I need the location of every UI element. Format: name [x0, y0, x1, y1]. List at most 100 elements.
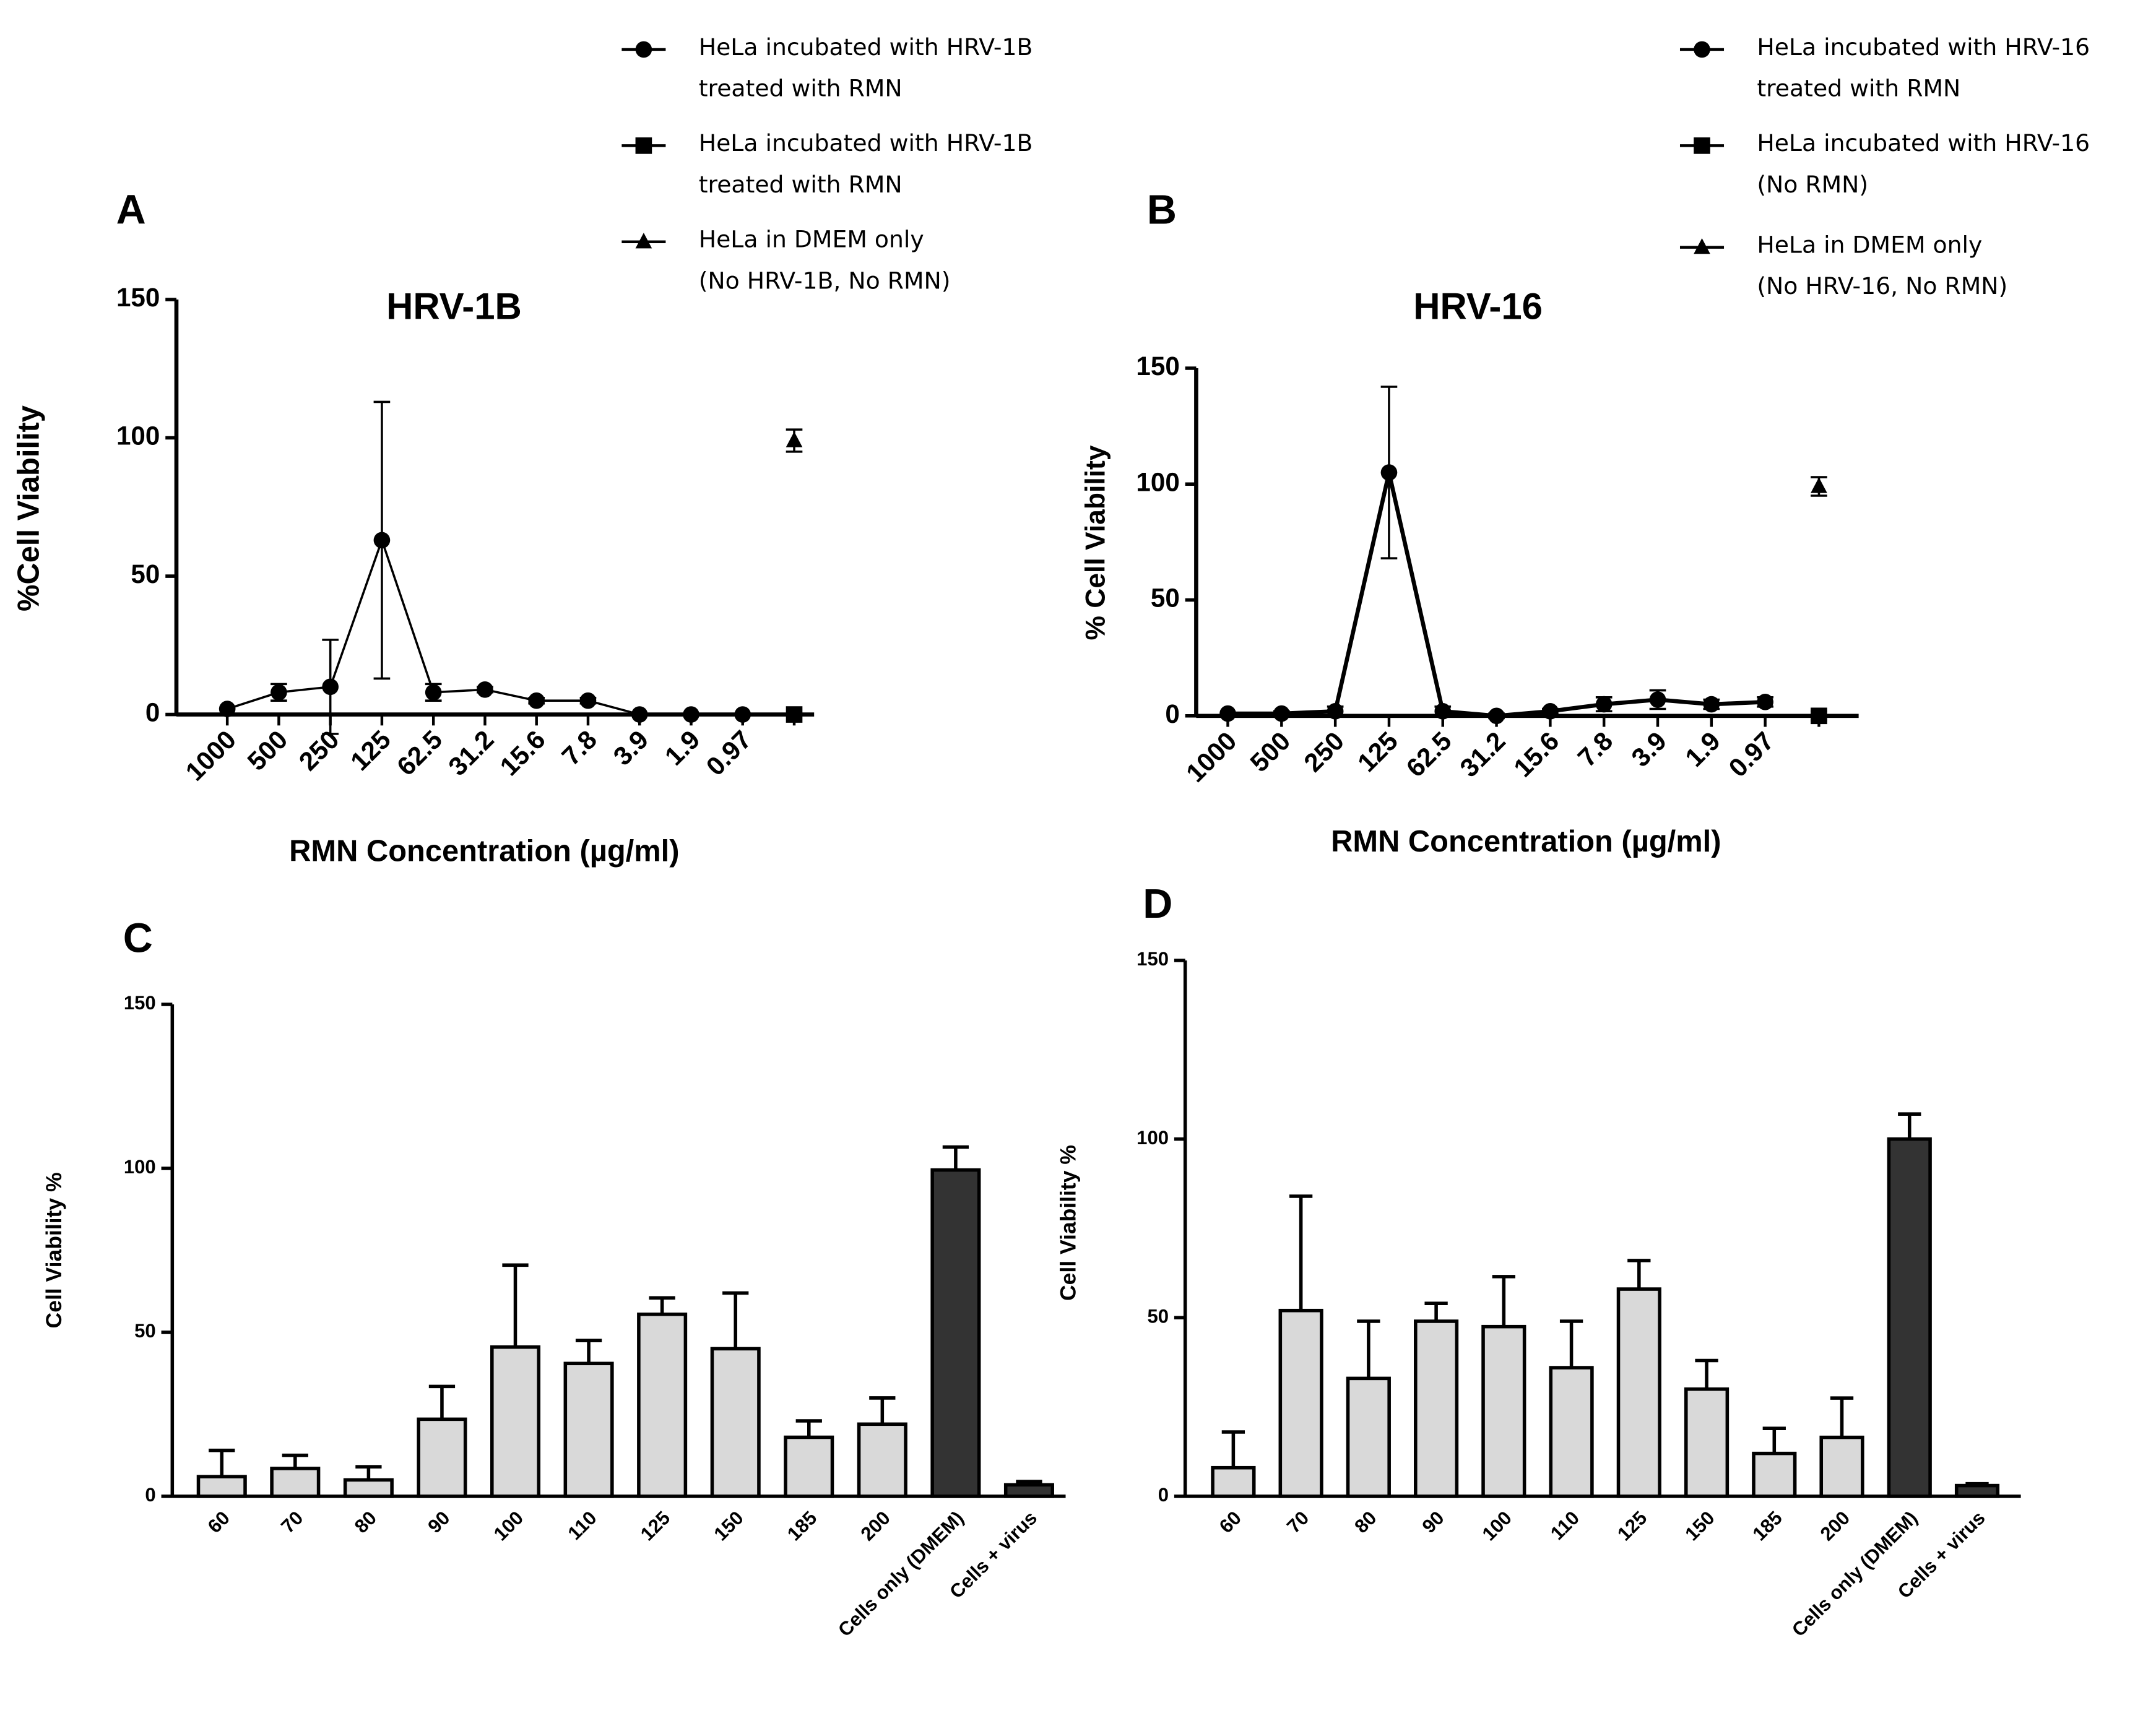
data-point: [1757, 693, 1773, 710]
x-tick-label: 7.8: [556, 725, 602, 771]
bar: [1549, 1366, 1594, 1498]
legend-item: HeLa incubated with HRV-1B treated with …: [698, 34, 1033, 103]
panel-label: D: [1143, 881, 1172, 927]
x-tick-label: 90: [423, 1507, 454, 1537]
x-tick-label: 110: [1546, 1507, 1583, 1544]
legend-item: HeLa incubated with HRV-16 treated with …: [1757, 34, 2090, 103]
bar: [857, 1422, 907, 1498]
y-tick-label: 100: [116, 421, 160, 451]
x-tick-label: 60: [204, 1507, 234, 1537]
panel-label: B: [1147, 188, 1177, 233]
legend-marker: [635, 137, 652, 154]
x-tick-label: 70: [1283, 1507, 1313, 1537]
data-point: [631, 706, 648, 723]
bar: [1954, 1483, 2000, 1498]
data-point: [734, 706, 751, 723]
data-point: [1434, 702, 1452, 720]
y-tick-label: 50: [1147, 1305, 1169, 1327]
x-tick-label: 100: [490, 1507, 527, 1545]
x-tick-label: 70: [277, 1507, 307, 1537]
y-axis-label: Cell Viability %: [1056, 1145, 1081, 1301]
data-point: [271, 684, 287, 701]
data-point: [1273, 705, 1290, 722]
y-tick-label: 100: [1136, 1127, 1169, 1149]
bar: [930, 1168, 981, 1498]
x-tick-label: 62.5: [391, 725, 448, 781]
series-line: [1227, 472, 1765, 718]
legend-marker: [1694, 41, 1710, 58]
x-tick-label: 250: [293, 725, 345, 776]
x-tick-label: 60: [1215, 1507, 1245, 1537]
x-tick-label: 150: [1681, 1507, 1718, 1545]
y-axis-label: %Cell Viability: [12, 405, 46, 611]
bar: [563, 1361, 614, 1498]
bar: [417, 1417, 467, 1498]
panel-label: A: [116, 188, 146, 233]
data-point: [1327, 702, 1344, 720]
data-point: [786, 706, 803, 723]
data-point: [1219, 705, 1236, 722]
legend-label: HeLa incubated with HRV-16 treated with …: [1757, 34, 2090, 103]
legend-label: HeLa incubated with HRV-1B treated with …: [698, 34, 1033, 103]
data-point: [528, 692, 545, 709]
x-tick-label: 15.6: [1508, 726, 1564, 782]
data-point: [1811, 707, 1827, 725]
bar: [490, 1345, 541, 1498]
x-axis-label: RMN Concentration (µg/ml): [1331, 825, 1721, 858]
legend-marker: [1694, 137, 1710, 154]
bar: [1003, 1483, 1054, 1498]
y-tick-label: 150: [1136, 352, 1179, 381]
x-tick-label: 185: [783, 1507, 821, 1545]
x-tick-label: 1.9: [659, 725, 706, 771]
y-tick-label: 0: [1165, 699, 1179, 728]
data-point: [579, 692, 597, 709]
y-tick-label: 100: [1136, 467, 1179, 496]
x-tick-label: 15.6: [495, 725, 551, 781]
x-tick-label: 31.2: [443, 725, 499, 781]
bar: [1278, 1308, 1323, 1498]
data-point: [219, 701, 236, 717]
x-tick-label: 150: [709, 1507, 747, 1545]
bar: [1346, 1376, 1391, 1498]
y-tick-label: 0: [1158, 1484, 1169, 1506]
legend-item: HeLa incubated with HRV-1B treated with …: [698, 130, 1033, 199]
data-point: [1380, 464, 1398, 481]
bar: [1684, 1387, 1730, 1498]
legend-item: HeLa in DMEM only (No HRV-1B, No RMN): [699, 226, 951, 295]
y-tick-label: 50: [131, 559, 160, 589]
chart-title: HRV-1B: [386, 285, 522, 327]
legend-label: HeLa incubated with HRV-1B treated with …: [698, 130, 1033, 199]
x-tick-label: Cells only (DMEM): [1788, 1507, 1921, 1641]
legend-item: HeLa in DMEM only (No HRV-16, No RMN): [1757, 232, 2007, 301]
x-tick-label: 90: [1418, 1507, 1448, 1537]
x-tick-label: 200: [1816, 1507, 1854, 1545]
y-tick-label: 100: [124, 1156, 156, 1178]
data-point: [1703, 696, 1720, 713]
bar: [1481, 1324, 1526, 1498]
x-tick-label: 80: [1350, 1507, 1380, 1537]
y-tick-label: 150: [1136, 948, 1169, 970]
x-tick-label: 1.9: [1679, 726, 1726, 772]
bar: [784, 1435, 834, 1498]
legend-marker: [635, 233, 652, 249]
x-tick-label: 125: [345, 725, 396, 776]
legend-marker: [1694, 238, 1710, 254]
x-axis-label: RMN Concentration (µg/ml): [289, 835, 679, 868]
bar: [270, 1467, 321, 1498]
data-point: [477, 681, 493, 698]
x-tick-label: 0.97: [701, 725, 757, 781]
bar: [1616, 1287, 1661, 1498]
data-point: [1649, 691, 1666, 708]
legend-marker: [635, 41, 652, 58]
bar: [1752, 1451, 1797, 1498]
data-point: [1542, 702, 1559, 720]
bar: [343, 1478, 394, 1498]
x-tick-label: 125: [636, 1507, 674, 1545]
panel-label: C: [123, 915, 153, 961]
x-tick-label: 3.9: [1626, 726, 1672, 772]
bar: [196, 1475, 247, 1498]
data-point: [786, 431, 803, 447]
y-tick-label: 150: [116, 283, 160, 312]
x-tick-label: 250: [1298, 726, 1349, 777]
